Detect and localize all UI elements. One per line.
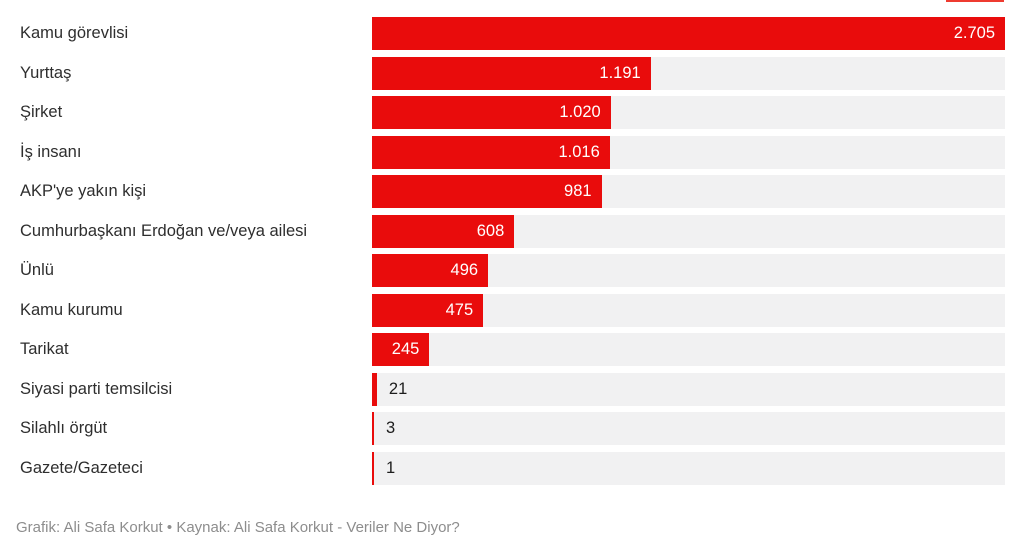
category-label: Gazete/Gazeteci (20, 458, 143, 477)
bar (372, 372, 377, 406)
bar (372, 412, 374, 445)
value-label: 475 (445, 300, 474, 319)
value-label: 1.020 (559, 103, 601, 121)
bar (372, 333, 430, 366)
category-label: Silahlı örgüt (20, 419, 108, 437)
category-label: Kamu görevlisi (20, 24, 129, 42)
bar-row: İş insanı 1.016 (20, 135, 1005, 169)
bar-row: Kamu kurumu 475 (20, 293, 1005, 327)
bar-track: 21 (372, 372, 1005, 406)
bar-track: 2.705 (372, 17, 1005, 50)
bar-track: 1.016 (372, 135, 1005, 169)
bar (372, 135, 610, 169)
value-label: 608 (476, 221, 505, 240)
bar-track: 1.191 (372, 56, 1005, 90)
value-label: 1.016 (558, 142, 600, 161)
bar-row: Gazete/Gazeteci 1 (20, 451, 1005, 485)
value-label: 496 (450, 261, 479, 279)
value-label: 1 (386, 458, 396, 477)
bar (372, 293, 484, 327)
bar-row: Tarikat 245 (20, 333, 1005, 366)
bar (372, 17, 1005, 50)
value-label: 21 (388, 379, 408, 398)
chart-credit: Grafik: Ali Safa Korkut • Kaynak: Ali Sa… (16, 519, 460, 536)
bar-track: 608 (372, 214, 1005, 248)
category-label: AKP'ye yakın kişi (20, 182, 147, 200)
category-label: Tarikat (20, 340, 69, 358)
bar-track: 1.020 (372, 96, 1005, 129)
bar-row: Şirket 1.020 (20, 96, 1005, 129)
category-label: Şirket (20, 103, 63, 121)
bar-row: Yurttaş 1.191 (20, 56, 1005, 90)
bar-row: AKP'ye yakın kişi 981 (20, 175, 1005, 208)
bar (372, 214, 515, 248)
bar-track: 245 (372, 333, 1005, 366)
bar (372, 96, 611, 129)
bar-row: Silahlı örgüt 3 (20, 412, 1005, 445)
value-label: 981 (564, 182, 592, 200)
category-label: Yurttaş (20, 63, 72, 82)
bar-rows: Kamu görevlisi 2.705 Yurttaş 1.191 Şirke… (20, 17, 1005, 491)
bar-row: Ünlü 496 (20, 254, 1005, 287)
category-label: Ünlü (20, 261, 54, 279)
category-label: Kamu kurumu (20, 300, 123, 319)
bar-track: 475 (372, 293, 1005, 327)
value-label: 2.705 (953, 24, 995, 42)
bar-row: Kamu görevlisi 2.705 (20, 17, 1005, 50)
bar-track: 496 (372, 254, 1005, 287)
bar (372, 451, 374, 485)
bar-track: 981 (372, 175, 1005, 208)
cropped-bar-fragment (946, 0, 1004, 2)
category-label: Siyasi parti temsilcisi (20, 379, 173, 398)
category-label: İş insanı (20, 142, 82, 161)
bar (372, 56, 651, 90)
value-label: 3 (386, 419, 396, 437)
category-label: Cumhurbaşkanı Erdoğan ve/veya ailesi (20, 221, 308, 240)
bar (372, 175, 602, 208)
bar (372, 254, 489, 287)
value-label: 1.191 (599, 63, 641, 82)
value-label: 245 (391, 340, 420, 358)
bar-row: Siyasi parti temsilcisi 21 (20, 372, 1005, 406)
bar-row: Cumhurbaşkanı Erdoğan ve/veya ailesi 608 (20, 214, 1005, 248)
bar-track: 1 (372, 451, 1005, 485)
bar-track: 3 (372, 412, 1005, 445)
